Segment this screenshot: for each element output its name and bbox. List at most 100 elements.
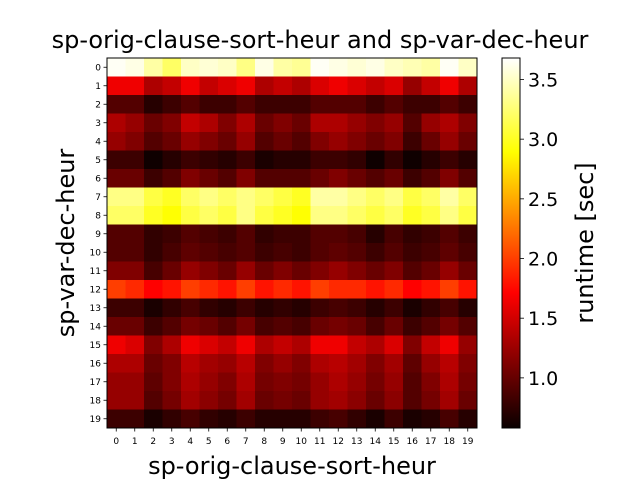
heatmap-cell xyxy=(329,391,348,410)
heatmap-cell xyxy=(403,76,422,96)
heatmap-cell xyxy=(181,206,200,225)
heatmap-cell xyxy=(421,354,441,373)
heatmap-cell xyxy=(384,280,404,299)
heatmap-cell xyxy=(403,317,422,336)
x-tick-label: 13 xyxy=(351,437,362,447)
heatmap-cell xyxy=(107,169,126,188)
heatmap-cell xyxy=(440,261,459,281)
heatmap-cell xyxy=(199,317,219,336)
heatmap-cell xyxy=(273,409,293,429)
heatmap-cell xyxy=(236,169,256,188)
heatmap-cell xyxy=(144,76,163,96)
heatmap-cell xyxy=(199,76,219,96)
heatmap-cell xyxy=(292,298,311,318)
heatmap-cell xyxy=(236,409,256,429)
colorbar-tick-label: 3.5 xyxy=(528,69,558,91)
heatmap-cell xyxy=(144,132,163,151)
x-tick-label: 11 xyxy=(314,437,325,447)
heatmap-cell xyxy=(310,372,330,392)
heatmap-cell xyxy=(403,391,422,410)
heatmap-cell xyxy=(403,113,422,133)
plot-frame xyxy=(106,57,478,429)
heatmap-cell xyxy=(199,95,219,114)
heatmap-cell xyxy=(421,169,441,188)
heatmap-cell xyxy=(236,224,256,244)
heatmap-cell xyxy=(366,58,385,77)
heatmap-cell xyxy=(310,243,330,262)
heatmap-cell xyxy=(162,261,182,281)
heatmap-cell xyxy=(162,224,182,244)
heatmap-cell xyxy=(366,169,385,188)
heatmap-cell xyxy=(181,76,200,96)
heatmap-cell xyxy=(347,95,367,114)
heatmap-cell xyxy=(273,150,293,170)
heatmap-cell xyxy=(162,95,182,114)
heatmap-cell xyxy=(347,391,367,410)
heatmap-cell xyxy=(273,261,293,281)
heatmap-cell xyxy=(329,76,348,96)
heatmap-cell xyxy=(421,372,441,392)
heatmap-cell xyxy=(218,280,237,299)
heatmap-cell xyxy=(292,169,311,188)
heatmap-cell xyxy=(125,58,145,77)
heatmap-cell xyxy=(347,409,367,429)
heatmap-cell xyxy=(162,354,182,373)
heatmap-cell xyxy=(384,169,404,188)
heatmap-cell xyxy=(384,150,404,170)
heatmap-cell xyxy=(292,243,311,262)
heatmap-cell xyxy=(162,409,182,429)
heatmap-cell xyxy=(440,187,459,207)
heatmap-cell xyxy=(347,206,367,225)
y-tick-label: 10 xyxy=(90,248,102,258)
heatmap-cell xyxy=(273,58,293,77)
heatmap-cell xyxy=(292,95,311,114)
heatmap-cell xyxy=(403,206,422,225)
heatmap-cell xyxy=(162,280,182,299)
heatmap-cell xyxy=(440,354,459,373)
heatmap-cell xyxy=(329,354,348,373)
heatmap-cell xyxy=(458,187,478,207)
heatmap-cell xyxy=(292,113,311,133)
heatmap-cell xyxy=(125,372,145,392)
heatmap-cell xyxy=(310,113,330,133)
heatmap-cell xyxy=(107,280,126,299)
heatmap-cell xyxy=(125,76,145,96)
heatmap-cell xyxy=(218,76,237,96)
heatmap-cell xyxy=(403,409,422,429)
heatmap-cell xyxy=(292,58,311,77)
heatmap-cell xyxy=(366,354,385,373)
heatmap-cell xyxy=(347,354,367,373)
heatmap-cell xyxy=(218,261,237,281)
heatmap-cell xyxy=(384,113,404,133)
heatmap-cell xyxy=(181,243,200,262)
heatmap-cell xyxy=(273,280,293,299)
heatmap-cell xyxy=(162,132,182,151)
heatmap-cell xyxy=(218,150,237,170)
heatmap-cell xyxy=(366,372,385,392)
heatmap-cell xyxy=(440,409,459,429)
heatmap-cell xyxy=(384,187,404,207)
heatmap-cell xyxy=(144,354,163,373)
heatmap-cell xyxy=(403,224,422,244)
heatmap-cell xyxy=(125,243,145,262)
heatmap-cell xyxy=(199,113,219,133)
heatmap-cell xyxy=(255,409,274,429)
heatmap-cell xyxy=(144,206,163,225)
heatmap-cell xyxy=(366,391,385,410)
heatmap-cell xyxy=(107,58,126,77)
heatmap-cell xyxy=(310,95,330,114)
heatmap-cell xyxy=(199,224,219,244)
heatmap-cell xyxy=(236,280,256,299)
heatmap-cell xyxy=(347,150,367,170)
heatmap-cell xyxy=(255,298,274,318)
heatmap-cell xyxy=(162,298,182,318)
heatmap-cell xyxy=(421,243,441,262)
heatmap-cell xyxy=(458,95,478,114)
heatmap-cell xyxy=(366,150,385,170)
heatmap-cell xyxy=(107,354,126,373)
heatmap-cell xyxy=(421,187,441,207)
heatmap-cell xyxy=(458,58,478,77)
heatmap-cell xyxy=(440,206,459,225)
heatmap-cell xyxy=(366,132,385,151)
heatmap-cell xyxy=(181,354,200,373)
